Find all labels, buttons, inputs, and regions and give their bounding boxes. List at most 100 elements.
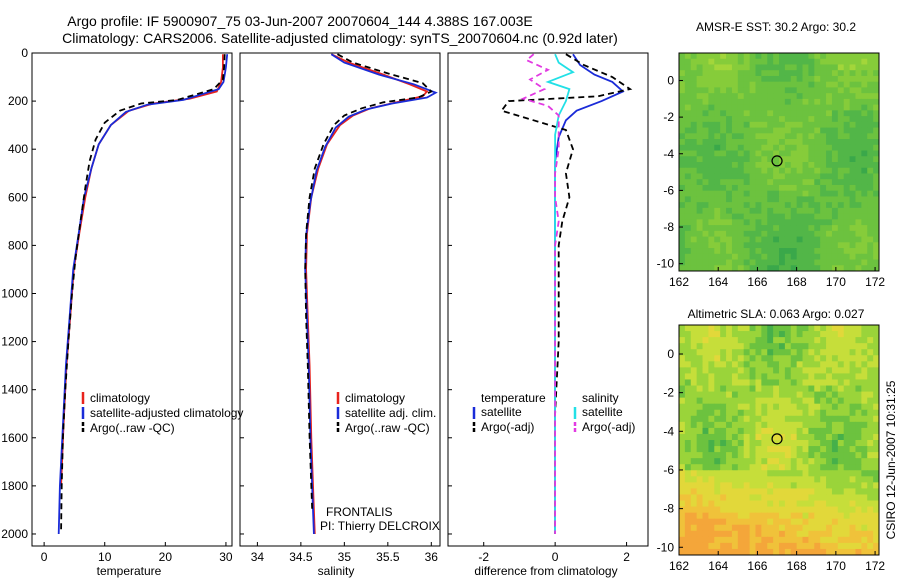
map-cell	[826, 104, 833, 111]
map-cell	[720, 415, 727, 423]
map-cell	[679, 64, 686, 71]
map-cell	[831, 343, 839, 350]
map-cell	[814, 385, 821, 393]
map-cell	[802, 427, 809, 435]
map-cell	[861, 367, 868, 374]
map-cell	[755, 482, 762, 489]
map-cell	[796, 488, 804, 495]
map-cell	[702, 476, 709, 483]
map-cell	[843, 110, 851, 117]
map-cell	[779, 446, 786, 453]
map-cell	[796, 87, 804, 94]
map-cell	[808, 98, 815, 106]
map-cell	[790, 173, 798, 180]
map-cell	[714, 225, 721, 232]
map-cell	[743, 500, 751, 508]
map-cell	[679, 512, 686, 520]
map-cell	[755, 81, 762, 88]
map-cell	[843, 397, 851, 405]
map-cell	[861, 219, 868, 226]
map-cell	[726, 213, 733, 220]
map-cell	[779, 343, 786, 350]
map-cell	[679, 207, 686, 215]
map-cell	[761, 373, 768, 380]
map-cell	[784, 87, 792, 94]
map-cell	[849, 464, 856, 471]
map-cell	[861, 110, 868, 117]
map-cell	[755, 173, 762, 180]
map-cell	[808, 81, 815, 88]
map-cell	[690, 325, 698, 332]
map-cell	[820, 397, 827, 405]
map-cell	[726, 500, 733, 508]
map-cell	[684, 391, 692, 399]
salinity-lines	[304, 53, 438, 535]
map-cell	[784, 253, 792, 261]
map-cell	[761, 518, 768, 526]
map-cell	[784, 104, 792, 111]
map-cell	[814, 116, 821, 123]
x-tick-label: 36	[425, 550, 439, 564]
map-cell	[720, 433, 727, 441]
map-cell	[720, 542, 727, 550]
map-cell	[826, 167, 833, 174]
map-cell	[720, 530, 727, 538]
map-cell	[873, 500, 880, 508]
map-cell	[708, 446, 715, 453]
map-cell	[714, 349, 721, 356]
map-cell	[690, 446, 698, 453]
map-cell	[873, 207, 880, 215]
map-cell	[761, 58, 768, 65]
series-line-2-1	[500, 53, 633, 534]
map-cell	[796, 202, 804, 209]
map-cell	[796, 139, 804, 146]
map-cell	[773, 482, 780, 489]
map-cell	[679, 230, 686, 238]
map-cell	[814, 127, 821, 134]
map-cell	[855, 179, 862, 186]
map-cell	[679, 93, 686, 100]
map-cell	[684, 349, 692, 356]
map-cell	[867, 397, 874, 405]
map-cell	[820, 536, 827, 544]
map-cell	[749, 207, 756, 215]
map-cell	[802, 265, 809, 272]
map-cell	[749, 230, 756, 238]
map-cell	[814, 530, 821, 538]
map-cell	[690, 207, 698, 215]
map-cell	[814, 236, 821, 243]
map-cell	[731, 265, 739, 272]
map-cell	[743, 98, 751, 106]
map-cell	[731, 242, 739, 249]
map-cell	[714, 379, 721, 387]
map-cell	[861, 397, 868, 405]
map-cell	[749, 116, 756, 123]
map-cell	[826, 440, 833, 447]
map-cell	[820, 500, 827, 508]
map-cell	[702, 494, 709, 502]
legend-satellite-adj: satellite adj. clim.	[345, 406, 436, 420]
map-cell	[714, 144, 721, 152]
map-cell	[755, 355, 762, 362]
map-cell	[820, 219, 827, 226]
map-cell	[731, 415, 739, 423]
map-cell	[779, 104, 786, 111]
map-cell	[761, 253, 768, 261]
map-cell	[802, 87, 809, 94]
map-cell	[767, 144, 774, 152]
map-cell	[755, 144, 762, 152]
map-y-tick-label: -6	[663, 183, 674, 197]
map-cell	[796, 265, 804, 272]
map-cell	[861, 536, 868, 544]
map-cell	[714, 518, 721, 526]
map-cell	[873, 265, 880, 272]
map-cell	[731, 476, 739, 483]
map-cell	[831, 265, 839, 272]
map-cell	[802, 440, 809, 447]
map-cell	[849, 433, 856, 441]
map-cell	[702, 464, 709, 471]
map-cell	[743, 458, 751, 465]
map-cell	[861, 225, 868, 232]
map-cell	[767, 476, 774, 483]
map-cell	[714, 53, 721, 60]
